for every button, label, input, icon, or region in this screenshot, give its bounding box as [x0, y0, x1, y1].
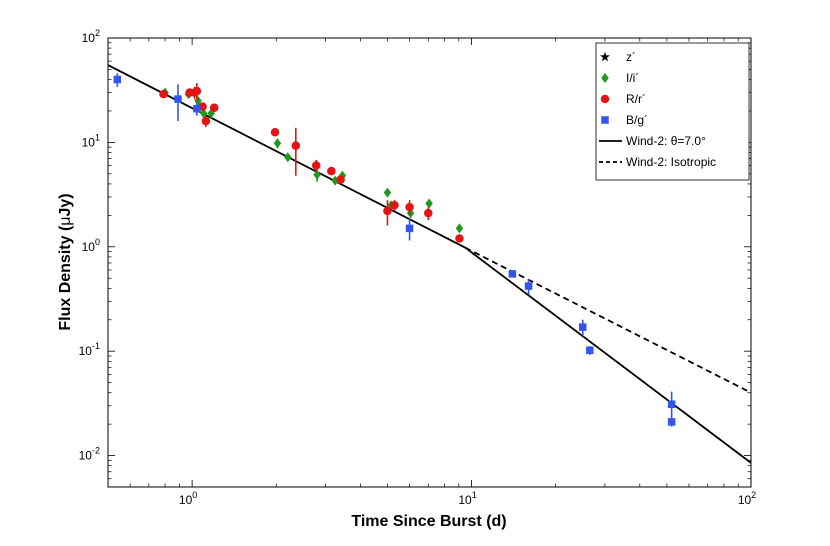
minor-ticks [107, 38, 751, 488]
data-point [284, 152, 292, 163]
data-point [667, 418, 676, 426]
legend-marker [601, 116, 609, 124]
legend-label: Wind-2: θ=7.0° [626, 134, 706, 148]
y-axis-title: Flux Density (μJy) [57, 193, 74, 330]
data-point [524, 282, 533, 290]
data-point [383, 206, 392, 216]
data-point [667, 400, 676, 409]
y-tick-label: 100 [82, 237, 100, 254]
legend-label: R/r´ [626, 92, 646, 106]
data-point [311, 161, 321, 170]
data-point [405, 202, 414, 212]
data-series [113, 73, 676, 427]
x-axis-title: Time Since Burst (d) [351, 513, 506, 530]
x-tick-label: 100 [179, 490, 197, 507]
data-point [508, 270, 517, 278]
x-tick-label: 102 [738, 490, 756, 507]
data-point [390, 200, 399, 210]
data-point [113, 75, 122, 84]
data-point [201, 116, 211, 126]
data-point [192, 86, 202, 96]
legend-label: z´ [626, 50, 636, 64]
data-point [159, 89, 168, 99]
legend-box [595, 42, 750, 181]
y-tick-label: 101 [82, 132, 100, 149]
legend-marker [600, 51, 610, 62]
data-point [270, 128, 280, 137]
tick-labels: 100 101 102 10-2 10-1 100 101 102 [79, 28, 757, 507]
legend: z´ I/i´ R/r´ B/g´ Wind-2: θ=7.0° Wind-2: Isot… [595, 42, 750, 181]
y-tick-label: 102 [82, 28, 100, 45]
data-point [291, 141, 301, 150]
legend-label: I/i´ [626, 71, 639, 85]
data-point [209, 103, 219, 112]
y-tick-label: 10-2 [79, 446, 100, 463]
legend-marker [600, 94, 610, 104]
series-circle [159, 83, 464, 243]
data-point [405, 224, 414, 233]
data-point [336, 175, 345, 184]
plot-frame [107, 37, 752, 488]
x-tick-label: 101 [458, 490, 476, 507]
legend-label: Wind-2: Isotropic [626, 155, 716, 169]
data-point [586, 346, 594, 355]
data-point [273, 138, 282, 149]
data-point [193, 105, 201, 113]
data-point [383, 187, 392, 198]
legend-label: B/g´ [626, 113, 648, 127]
data-point [579, 323, 587, 331]
y-tick-label: 10-1 [79, 341, 100, 358]
data-point [425, 198, 433, 209]
data-point [424, 208, 433, 218]
series-square [113, 73, 676, 427]
legend-marker [601, 73, 609, 83]
data-point [313, 169, 321, 180]
data-point [327, 166, 336, 176]
data-point [174, 95, 182, 103]
data-point [455, 223, 464, 234]
data-point [455, 234, 464, 243]
